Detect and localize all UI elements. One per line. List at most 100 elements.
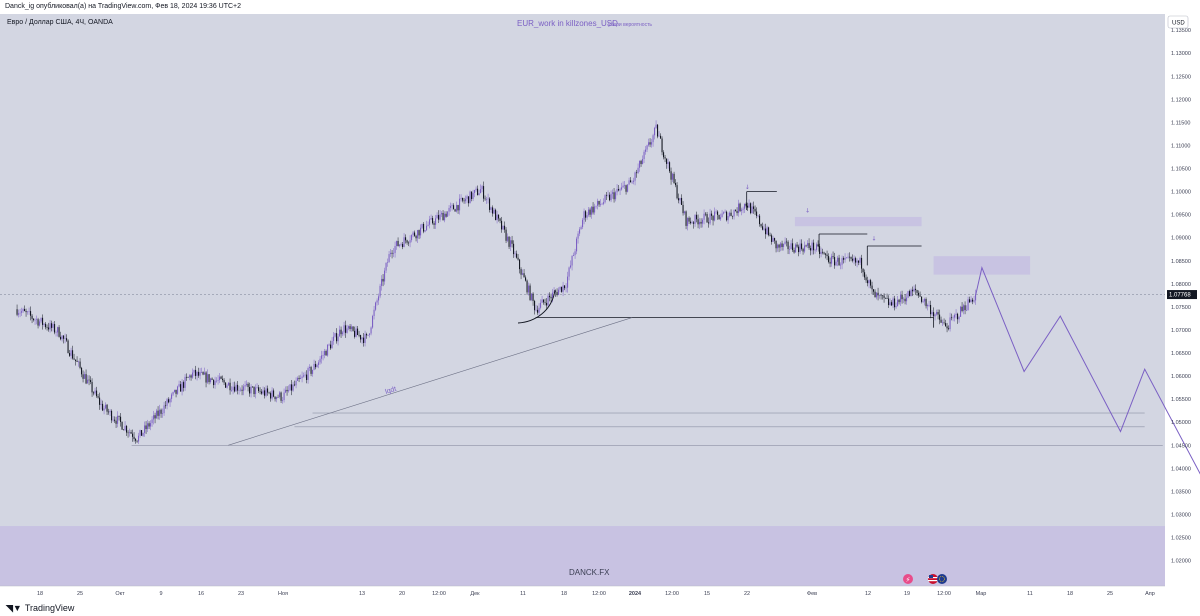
candle-body <box>889 302 891 306</box>
candle-body <box>855 258 857 263</box>
candle-body <box>337 336 339 342</box>
candle-body <box>160 409 162 414</box>
candle-body <box>580 227 582 230</box>
lightning-event-icon[interactable]: ⚡ <box>903 574 913 584</box>
currency-button[interactable] <box>1167 15 1189 29</box>
candle-body <box>709 213 711 224</box>
candle-body <box>277 396 279 398</box>
time-tick-label: Ноя <box>278 591 288 597</box>
candle-body <box>366 334 368 336</box>
time-axis[interactable]: 18 25 Окт 9 16 23 Ноя 13 20 12:00 Дек 11 18 12:00 2024… <box>37 591 1155 597</box>
candle-body <box>684 211 686 214</box>
candle-body <box>876 292 878 298</box>
candle-body <box>729 212 731 217</box>
candle-body <box>601 203 603 205</box>
candle-body <box>607 194 609 196</box>
candle-body <box>628 180 630 185</box>
candle-body <box>220 376 222 379</box>
candle-body <box>853 258 855 261</box>
price-chart[interactable]: ↓↓↓ 1.135001.130001.125001.120001.115001… <box>0 14 1200 600</box>
candle-body <box>541 299 543 303</box>
candle-body <box>394 246 396 253</box>
candle-body <box>208 374 210 383</box>
levels-layer <box>131 191 1163 446</box>
candle-body <box>153 415 155 420</box>
candle-body <box>418 230 420 236</box>
time-axis-background <box>0 586 1200 600</box>
candle-body <box>141 430 143 436</box>
indicator-name: EUR_work in killzones_USD <box>517 19 618 28</box>
candle-body <box>156 410 158 419</box>
candle-body <box>246 383 248 386</box>
candle-body <box>882 295 884 296</box>
candle-body <box>414 232 416 236</box>
candle-body <box>199 372 201 376</box>
eu-flag-icon[interactable] <box>937 574 947 584</box>
candle-body <box>864 272 866 278</box>
candle-body <box>645 149 647 152</box>
candle-body <box>423 223 425 232</box>
candle-body <box>145 425 147 430</box>
candle-body <box>346 328 348 333</box>
candle-body <box>483 186 485 199</box>
candle-body <box>358 335 360 336</box>
price-tick-label: 1.07500 <box>1171 305 1191 311</box>
candle-body <box>675 183 677 186</box>
candle-body <box>379 285 381 297</box>
candle-body <box>654 127 656 136</box>
candle-body <box>577 233 579 239</box>
candle-body <box>921 296 923 302</box>
candle-body <box>778 244 780 248</box>
candle-body <box>556 292 558 295</box>
chart-area[interactable]: ↓ ↓ ↓ 1.13500 1.13000 1.12500 1.12000 1.11500 1… <box>0 14 1200 600</box>
candle-body <box>249 387 251 394</box>
candle-body <box>862 268 864 273</box>
candle-body <box>283 392 285 401</box>
candle-body <box>489 198 491 210</box>
candle-body <box>225 382 227 388</box>
price-axis-background <box>1165 14 1200 586</box>
candle-body <box>766 227 768 235</box>
candle-body <box>39 321 41 326</box>
candle-body <box>42 317 44 325</box>
candle-body <box>216 380 218 382</box>
candle-body <box>259 390 261 392</box>
candle-body <box>481 186 483 190</box>
candle-body <box>87 379 89 384</box>
candle-body <box>744 203 746 209</box>
candle-body <box>696 214 698 220</box>
candle-body <box>714 211 716 221</box>
candle-body <box>126 425 128 433</box>
candle-body <box>271 390 273 399</box>
tradingview-logo[interactable]: ◥▼ TradingView <box>6 603 74 614</box>
us-flag-icon[interactable] <box>928 574 938 584</box>
candle-body <box>954 314 956 318</box>
candle-body <box>444 213 446 221</box>
candle-body <box>205 372 207 383</box>
candle-body <box>595 205 597 207</box>
candle-body <box>532 293 534 301</box>
candle-body <box>724 211 726 213</box>
candle-body <box>304 374 306 376</box>
candle-body <box>783 243 785 247</box>
price-tick-label: 1.04000 <box>1171 466 1191 472</box>
candle-body <box>58 327 60 337</box>
candle-body <box>928 304 930 306</box>
candle-body <box>874 291 876 298</box>
candle-body <box>819 246 821 254</box>
candle-body <box>25 311 27 313</box>
candle-body <box>943 322 945 324</box>
candle-body <box>27 311 29 313</box>
candle-body <box>676 185 678 199</box>
candle-body <box>291 384 293 391</box>
candle-body <box>835 261 837 266</box>
candle-body <box>510 240 512 247</box>
candle-body <box>319 358 321 363</box>
candle-body <box>691 222 693 224</box>
candle-body <box>330 344 332 349</box>
candle-body <box>177 386 179 394</box>
candle-body <box>364 334 366 343</box>
price-axis[interactable]: 1.13500 1.13000 1.12500 1.12000 1.11500 1.110… <box>1171 28 1191 564</box>
candle-body <box>196 371 198 376</box>
candle-body <box>405 237 407 241</box>
